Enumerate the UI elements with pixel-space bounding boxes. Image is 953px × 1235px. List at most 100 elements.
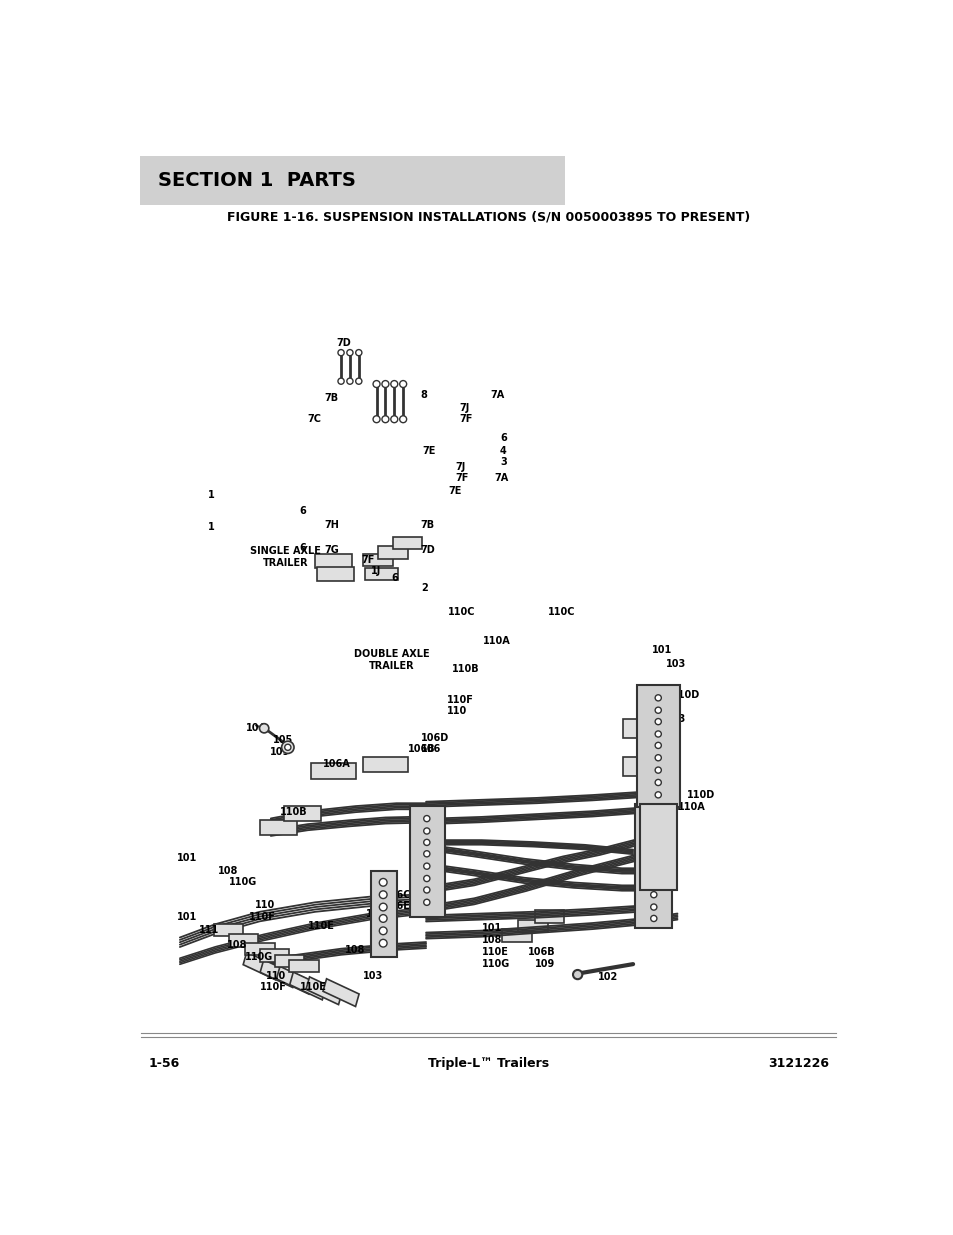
Text: 7B: 7B [324, 393, 338, 404]
Circle shape [337, 350, 344, 356]
Polygon shape [316, 567, 354, 582]
Circle shape [573, 969, 581, 979]
Text: 7J: 7J [459, 403, 469, 412]
Circle shape [655, 708, 660, 714]
Circle shape [284, 1192, 291, 1197]
Polygon shape [518, 920, 547, 932]
Text: 110A: 110A [677, 803, 704, 813]
Polygon shape [314, 553, 352, 568]
Circle shape [391, 380, 397, 388]
Text: 2: 2 [420, 583, 427, 593]
Text: 110E: 110E [481, 947, 508, 957]
Circle shape [650, 814, 657, 820]
Circle shape [654, 811, 659, 816]
Circle shape [655, 792, 660, 798]
Bar [639, 804, 677, 890]
Circle shape [423, 840, 430, 846]
Circle shape [650, 915, 657, 921]
Circle shape [355, 378, 361, 384]
Text: 110C: 110C [547, 608, 575, 618]
Text: SECTION 1  PARTS: SECTION 1 PARTS [157, 170, 355, 190]
Polygon shape [259, 820, 296, 835]
Polygon shape [535, 910, 564, 923]
Circle shape [655, 731, 660, 737]
Circle shape [259, 724, 269, 732]
Text: 106A: 106A [322, 760, 350, 769]
Circle shape [661, 840, 667, 846]
Text: 7D: 7D [419, 546, 435, 556]
Circle shape [373, 380, 379, 388]
Polygon shape [245, 942, 274, 955]
Text: 6: 6 [298, 505, 305, 515]
Polygon shape [276, 967, 313, 994]
Circle shape [379, 915, 387, 923]
Text: 7A: 7A [490, 390, 504, 400]
Circle shape [650, 904, 657, 910]
Bar [410, 806, 444, 916]
Text: 6: 6 [391, 573, 397, 583]
Text: 106D: 106D [420, 732, 449, 742]
Text: 106B: 106B [407, 745, 435, 755]
Text: 7D: 7D [335, 338, 351, 348]
Text: 110A: 110A [482, 636, 510, 646]
Text: 104: 104 [246, 724, 267, 734]
Text: 110C: 110C [448, 608, 476, 618]
Text: 7J: 7J [456, 462, 465, 472]
Text: 110: 110 [254, 900, 274, 910]
Circle shape [381, 416, 389, 422]
Text: SINGLE AXLE
TRAILER: SINGLE AXLE TRAILER [250, 546, 321, 568]
Circle shape [399, 380, 406, 388]
Circle shape [650, 852, 657, 858]
Text: 7F: 7F [459, 414, 473, 424]
Polygon shape [323, 979, 358, 1007]
Polygon shape [243, 952, 279, 979]
Polygon shape [377, 546, 407, 558]
Text: 7F: 7F [361, 555, 375, 564]
Circle shape [379, 927, 387, 935]
Text: 107: 107 [426, 845, 446, 855]
Circle shape [379, 890, 387, 899]
Text: 1-56: 1-56 [149, 1057, 180, 1071]
Text: 101: 101 [176, 852, 197, 862]
Text: 3121226: 3121226 [767, 1057, 828, 1071]
Circle shape [646, 848, 653, 855]
Circle shape [646, 877, 653, 883]
Polygon shape [260, 960, 296, 988]
Circle shape [391, 416, 397, 422]
Text: 7A: 7A [495, 473, 509, 483]
Circle shape [423, 899, 430, 905]
Text: 7E: 7E [422, 446, 436, 456]
Circle shape [337, 378, 344, 384]
Polygon shape [311, 763, 355, 779]
Text: 101: 101 [651, 646, 671, 656]
Text: 101: 101 [176, 911, 197, 921]
Text: 103: 103 [365, 909, 385, 919]
Text: 110B: 110B [452, 664, 479, 674]
Text: FIGURE 1-16. SUSPENSION INSTALLATIONS (S/N 0050003895 TO PRESENT): FIGURE 1-16. SUSPENSION INSTALLATIONS (S… [227, 210, 750, 224]
Circle shape [650, 879, 657, 885]
Text: 101: 101 [481, 923, 501, 932]
Text: 108: 108 [481, 935, 501, 945]
Polygon shape [363, 757, 407, 772]
Text: 7B: 7B [419, 520, 434, 530]
Text: 108: 108 [373, 889, 393, 899]
Text: 109: 109 [270, 747, 290, 757]
Circle shape [650, 840, 657, 846]
Text: 103: 103 [665, 658, 686, 668]
Text: 110F: 110F [249, 911, 275, 921]
Polygon shape [365, 568, 397, 580]
Circle shape [646, 811, 653, 816]
Polygon shape [229, 934, 258, 946]
Bar [635, 804, 672, 927]
Circle shape [355, 350, 361, 356]
Circle shape [423, 827, 430, 834]
Text: 111: 111 [199, 925, 219, 935]
Text: 108: 108 [344, 945, 365, 955]
Text: 4: 4 [499, 446, 506, 456]
Text: 110F: 110F [446, 695, 473, 705]
Polygon shape [213, 924, 243, 936]
Circle shape [399, 416, 406, 422]
Text: 108: 108 [226, 940, 247, 950]
Text: 109: 109 [535, 960, 555, 969]
Bar [637, 685, 679, 808]
